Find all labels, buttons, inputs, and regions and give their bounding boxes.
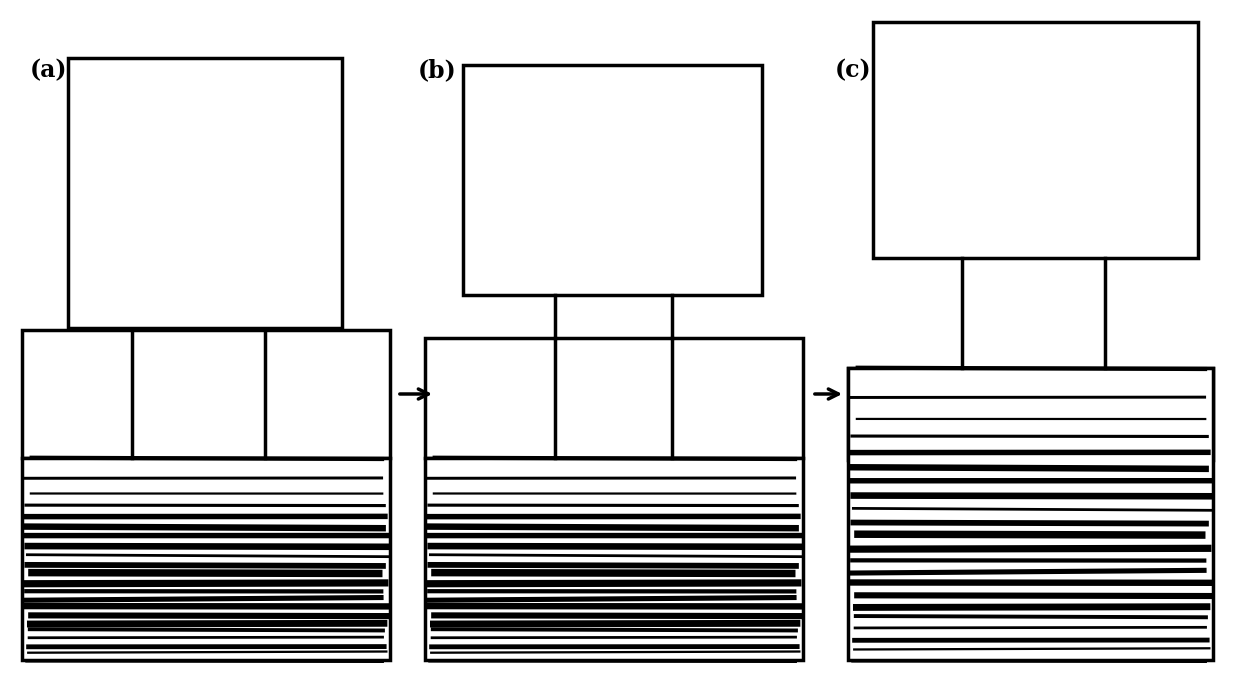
- Text: (b): (b): [418, 58, 457, 82]
- Bar: [425, 458, 803, 660]
- Bar: [22, 458, 390, 660]
- Bar: [463, 65, 762, 295]
- Text: (a): (a): [30, 58, 67, 82]
- Bar: [847, 368, 1213, 660]
- Bar: [425, 338, 803, 458]
- Bar: [68, 58, 342, 328]
- Text: (c): (c): [835, 58, 871, 82]
- Bar: [873, 22, 1198, 258]
- Bar: [847, 368, 1213, 460]
- Bar: [22, 330, 390, 458]
